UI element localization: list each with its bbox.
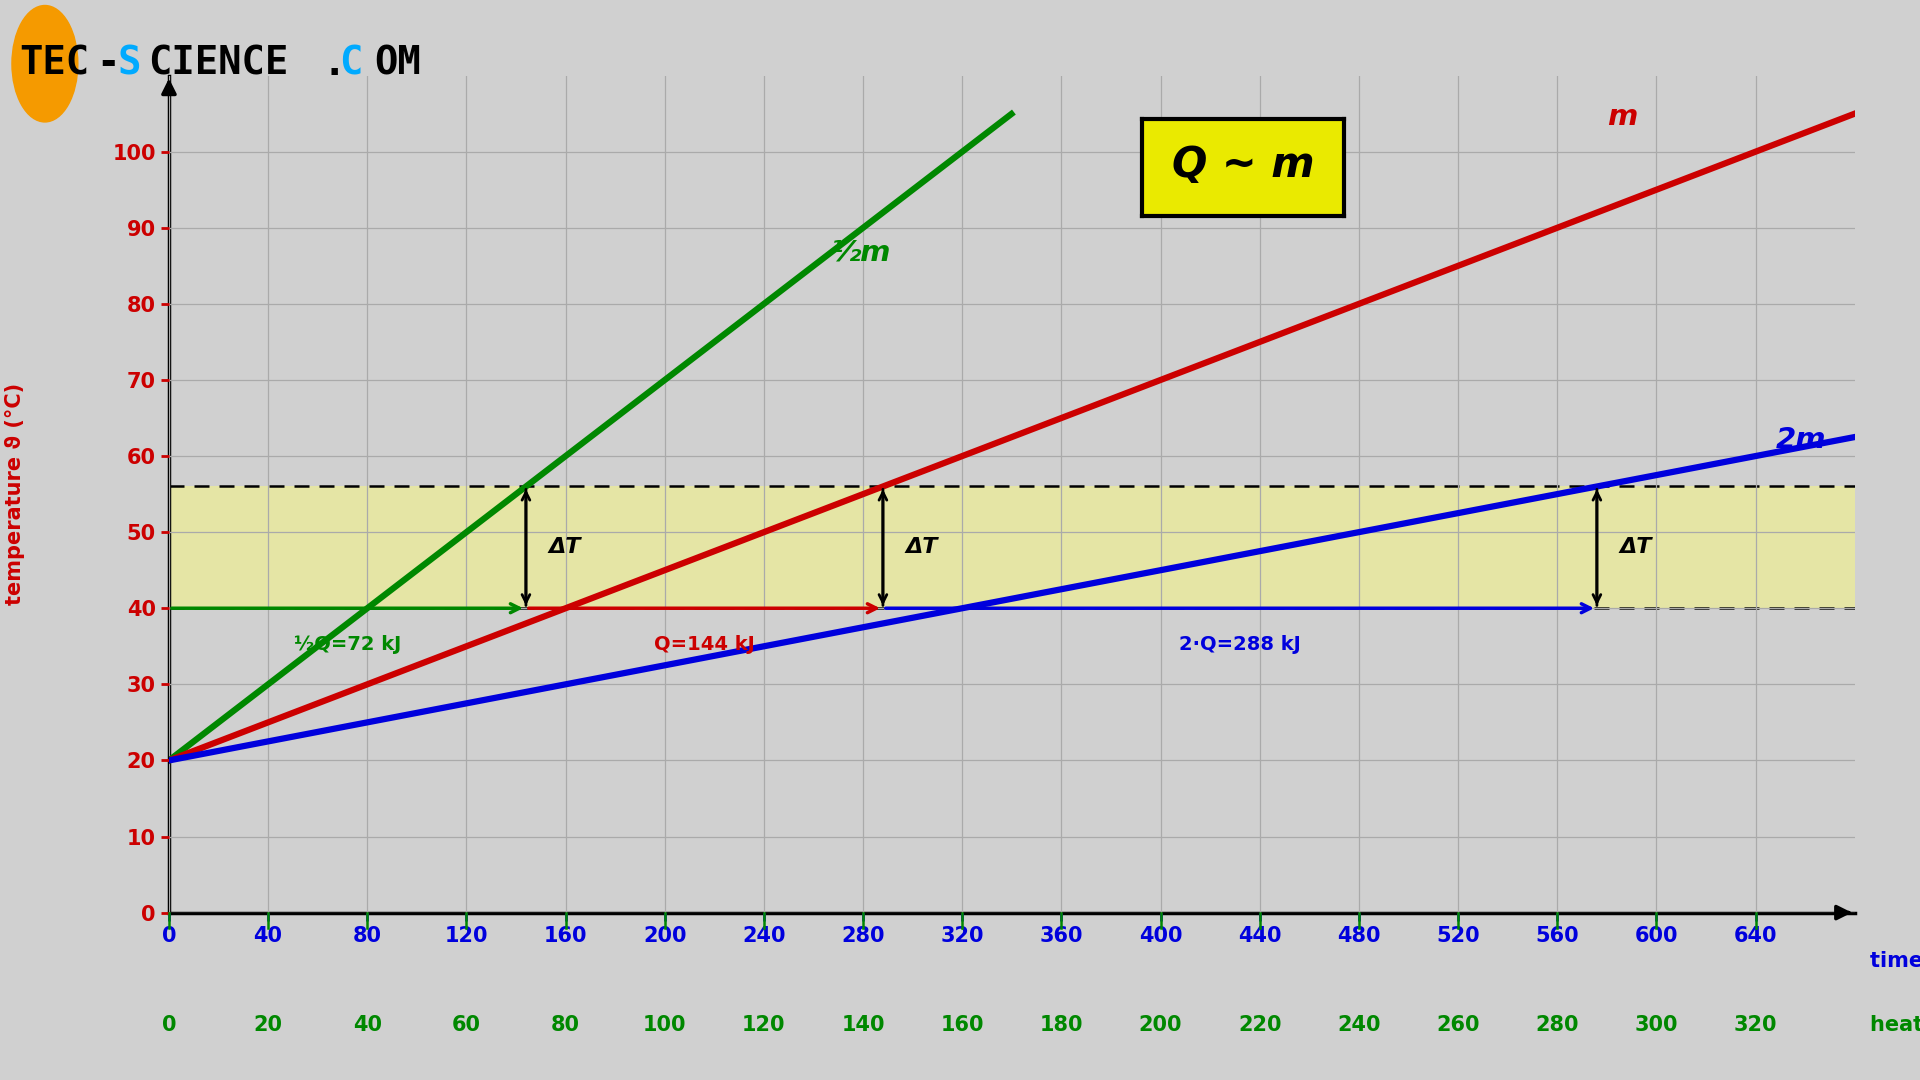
Text: heat Qₜ (kJ): heat Qₜ (kJ) xyxy=(1870,1015,1920,1036)
Text: 180: 180 xyxy=(1039,1015,1083,1036)
Ellipse shape xyxy=(12,5,79,122)
Text: 20: 20 xyxy=(253,1015,282,1036)
Text: 2m: 2m xyxy=(1776,427,1826,455)
Text: 40: 40 xyxy=(353,1015,382,1036)
Text: -: - xyxy=(96,44,119,83)
Text: 80: 80 xyxy=(551,1015,580,1036)
Text: ΔT: ΔT xyxy=(1619,538,1651,557)
Text: CIENCE: CIENCE xyxy=(148,44,288,83)
Text: ΔT: ΔT xyxy=(549,538,580,557)
Text: 0: 0 xyxy=(161,1015,177,1036)
Text: Q ~ m: Q ~ m xyxy=(1171,145,1315,187)
Text: TEC: TEC xyxy=(19,44,88,83)
Text: 100: 100 xyxy=(643,1015,687,1036)
Text: C: C xyxy=(338,44,363,83)
Text: 2·Q=288 kJ: 2·Q=288 kJ xyxy=(1179,635,1300,653)
Text: time t (s): time t (s) xyxy=(1870,950,1920,971)
Text: 280: 280 xyxy=(1536,1015,1578,1036)
Text: 320: 320 xyxy=(1734,1015,1778,1036)
Text: 160: 160 xyxy=(941,1015,985,1036)
Text: temperature ϑ (°C): temperature ϑ (°C) xyxy=(6,383,25,605)
Text: S: S xyxy=(117,44,142,83)
Text: 240: 240 xyxy=(1336,1015,1380,1036)
Text: 120: 120 xyxy=(743,1015,785,1036)
Text: 60: 60 xyxy=(451,1015,480,1036)
Text: ΔT: ΔT xyxy=(904,538,937,557)
Text: 300: 300 xyxy=(1634,1015,1678,1036)
Text: OM: OM xyxy=(374,44,420,83)
Text: 200: 200 xyxy=(1139,1015,1183,1036)
Text: ½Q=72 kJ: ½Q=72 kJ xyxy=(294,635,401,653)
Text: Q=144 kJ: Q=144 kJ xyxy=(655,635,755,653)
Text: m: m xyxy=(1607,103,1638,131)
Text: 260: 260 xyxy=(1436,1015,1480,1036)
Text: 220: 220 xyxy=(1238,1015,1281,1036)
Text: 140: 140 xyxy=(841,1015,885,1036)
Bar xyxy=(169,486,1855,608)
Text: .: . xyxy=(323,44,346,83)
Text: ½m: ½m xyxy=(831,238,891,266)
